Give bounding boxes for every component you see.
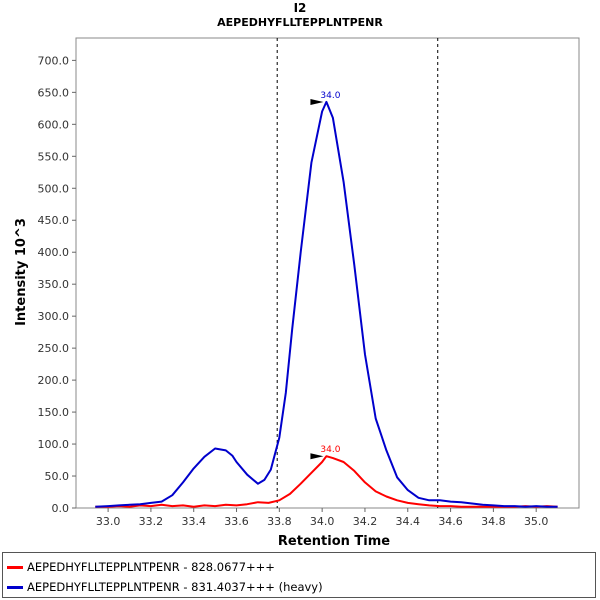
y-tick-label: 650.0 bbox=[38, 86, 70, 99]
chart-title: I2 bbox=[294, 1, 307, 15]
chart-subtitle: AEPEDHYFLLTEPPLNTPENR bbox=[217, 16, 383, 29]
peak-arrow-0 bbox=[310, 453, 324, 460]
y-tick-label: 350.0 bbox=[38, 278, 70, 291]
x-tick-label: 34.0 bbox=[310, 515, 335, 528]
y-tick-label: 700.0 bbox=[38, 54, 70, 67]
y-tick-label: 600.0 bbox=[38, 118, 70, 131]
series-line-0 bbox=[95, 455, 558, 508]
series-lines bbox=[95, 100, 558, 508]
y-axis: 0.0 50.0 100.0 150.0 200.0 250.0 300.0 350.0 400… bbox=[38, 54, 76, 515]
x-axis-label: Retention Time bbox=[278, 534, 390, 549]
peak-label-0: 34.0 bbox=[320, 445, 340, 455]
peak-markers: 34.0 34.0 bbox=[310, 91, 341, 460]
legend-swatch-blue bbox=[7, 585, 23, 589]
y-tick-label: 300.0 bbox=[38, 310, 70, 323]
y-tick-label: 400.0 bbox=[38, 246, 70, 259]
peak-arrow-1 bbox=[310, 98, 324, 105]
legend-item-heavy: AEPEDHYFLLTEPPLNTPENR - 831.4037+++ (hea… bbox=[7, 579, 323, 595]
x-tick-label: 34.2 bbox=[353, 515, 378, 528]
y-axis-label: Intensity 10^3 bbox=[14, 218, 29, 326]
x-tick-label: 34.6 bbox=[438, 515, 463, 528]
x-tick-label: 33.0 bbox=[96, 515, 121, 528]
y-tick-label: 500.0 bbox=[38, 182, 70, 195]
x-axis: 33.0 33.2 33.4 33.6 33.8 34.0 34.2 34.4 34.6 34.8… bbox=[96, 508, 549, 528]
x-tick-label: 35.0 bbox=[524, 515, 549, 528]
y-tick-label: 450.0 bbox=[38, 214, 70, 227]
integration-boundaries bbox=[276, 38, 439, 508]
y-tick-label: 550.0 bbox=[38, 150, 70, 163]
legend: AEPEDHYFLLTEPPLNTPENR - 828.0677+++ AEPE… bbox=[2, 552, 596, 598]
legend-swatch-red bbox=[7, 565, 23, 569]
peak-label-1: 34.0 bbox=[320, 91, 340, 101]
y-tick-label: 250.0 bbox=[38, 342, 70, 355]
y-tick-label: 0.0 bbox=[52, 502, 70, 515]
y-tick-label: 50.0 bbox=[45, 470, 70, 483]
y-tick-label: 150.0 bbox=[38, 406, 70, 419]
x-tick-label: 33.6 bbox=[224, 515, 249, 528]
series-line-1 bbox=[95, 100, 558, 508]
y-tick-label: 200.0 bbox=[38, 374, 70, 387]
plot-area bbox=[75, 37, 580, 509]
legend-label-light: AEPEDHYFLLTEPPLNTPENR - 828.0677+++ bbox=[27, 560, 275, 574]
y-tick-label: 100.0 bbox=[38, 438, 70, 451]
legend-item-light: AEPEDHYFLLTEPPLNTPENR - 828.0677+++ bbox=[7, 559, 275, 575]
chromatogram-chart: I2 AEPEDHYFLLTEPPLNTPENR 0.0 50.0 100.0 150… bbox=[14, 1, 580, 549]
x-tick-label: 33.4 bbox=[181, 515, 206, 528]
x-tick-label: 33.2 bbox=[139, 515, 164, 528]
x-tick-label: 34.4 bbox=[396, 515, 421, 528]
x-tick-label: 34.8 bbox=[481, 515, 506, 528]
x-tick-label: 33.8 bbox=[267, 515, 292, 528]
legend-label-heavy: AEPEDHYFLLTEPPLNTPENR - 831.4037+++ (hea… bbox=[27, 580, 323, 594]
